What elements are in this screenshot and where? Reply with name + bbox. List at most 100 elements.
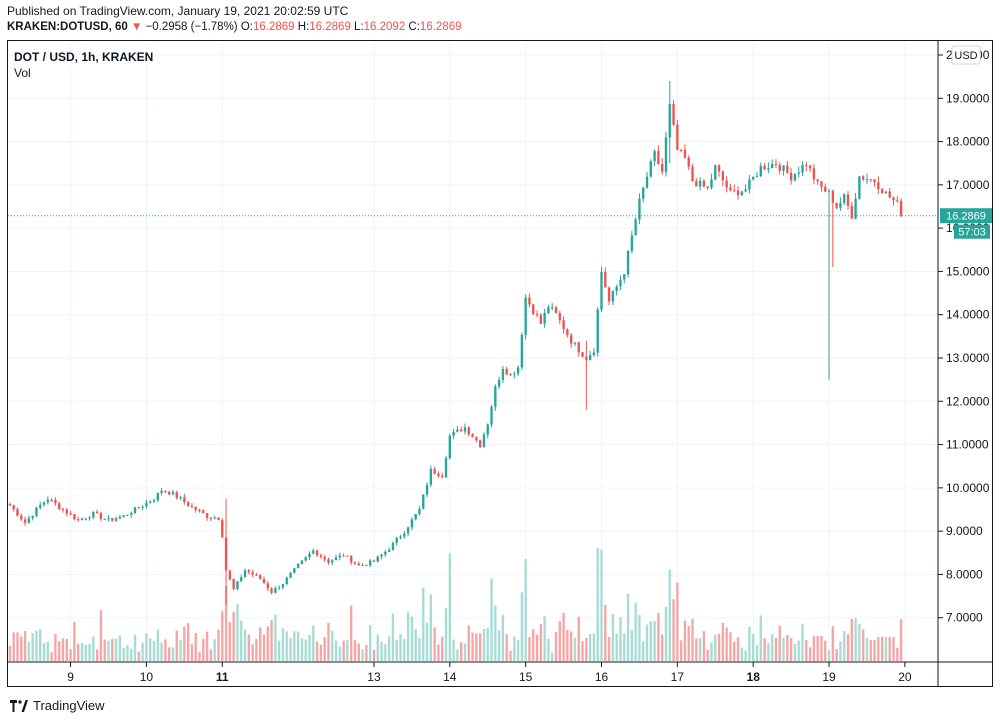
- volume-bar: [145, 633, 148, 661]
- candle-body: [880, 189, 884, 194]
- candle-body: [858, 176, 861, 199]
- volume-bar: [611, 613, 615, 661]
- candle-body: [141, 506, 144, 508]
- candle-body: [782, 165, 785, 171]
- candle-body: [501, 368, 505, 380]
- last-price-label: 16.2869: [946, 211, 986, 223]
- volume-bar: [596, 548, 599, 661]
- candle-body: [319, 555, 323, 557]
- footer-brand: TradingView: [10, 698, 105, 713]
- candle-body: [721, 171, 725, 181]
- volume-bar: [240, 620, 243, 661]
- candle-body: [642, 187, 645, 199]
- candle-body: [850, 205, 853, 219]
- volume-bar: [899, 619, 903, 661]
- candle-body: [729, 187, 732, 191]
- volume-bar: [478, 633, 482, 661]
- volume-bar: [710, 642, 713, 661]
- chart-legend: DOT / USD, 1h, KRAKEN Vol: [14, 49, 153, 81]
- volume-bar: [467, 625, 470, 661]
- volume-bar: [566, 630, 569, 661]
- candle-body: [92, 511, 95, 518]
- ohlc-line: KRAKEN:DOTUSD, 60 ▼ −0.2958 (−1.78%) O:1…: [7, 19, 462, 35]
- volume-bar: [683, 620, 687, 661]
- candle-body: [869, 179, 872, 181]
- price-tick-label: 18.0000: [946, 135, 990, 149]
- candle-body: [361, 564, 364, 566]
- candle-body: [130, 513, 133, 515]
- candle-body: [243, 570, 247, 578]
- candle-body: [725, 180, 728, 188]
- candle-body: [877, 182, 880, 190]
- candle-body: [448, 435, 451, 459]
- volume-bar: [179, 640, 182, 661]
- candle-body: [516, 367, 520, 374]
- volume-bar: [668, 569, 671, 661]
- candle-body: [452, 431, 455, 436]
- volume-bar: [516, 639, 520, 661]
- currency-button[interactable]: USD: [951, 45, 981, 65]
- volume-bar: [16, 632, 19, 661]
- candle-body: [497, 379, 501, 387]
- price-axis[interactable]: 20.000019.000018.000017.000016.000015.00…: [938, 48, 990, 625]
- candle-body: [126, 514, 129, 516]
- low-label: L:: [354, 21, 364, 33]
- candle-body: [475, 437, 478, 441]
- volume-bar: [23, 631, 27, 661]
- candle-body: [387, 550, 391, 552]
- candle-body: [27, 518, 31, 523]
- volume-bar: [168, 647, 171, 661]
- volume-bar: [892, 637, 895, 661]
- volume-bar: [687, 625, 690, 661]
- volume-bar: [368, 624, 372, 661]
- volume-bar: [319, 644, 323, 661]
- candle-body: [437, 473, 440, 476]
- volume-bar: [884, 637, 888, 661]
- candle-body: [54, 499, 57, 504]
- candle-body: [304, 557, 307, 561]
- volume-bar: [850, 618, 853, 661]
- volume-bar: [755, 644, 759, 661]
- price-tick-label: 13.0000: [946, 351, 990, 365]
- candle-body: [95, 511, 99, 514]
- volume-bar: [133, 635, 137, 661]
- candle-body: [357, 563, 360, 566]
- volume-bar: [372, 649, 376, 661]
- time-tick-label: 9: [67, 670, 74, 684]
- close-value: 16.2869: [419, 21, 462, 33]
- candle-body: [638, 198, 641, 220]
- volume-bar: [573, 637, 577, 661]
- currency-label[interactable]: USD: [954, 50, 977, 62]
- volume-bar: [149, 638, 152, 661]
- candle-body: [213, 517, 216, 519]
- volume-bar: [858, 623, 861, 661]
- volume-bar: [361, 649, 364, 661]
- time-tick-label: 17: [671, 670, 685, 684]
- candle-body: [835, 202, 838, 208]
- candle-body: [274, 587, 277, 593]
- volume-bar: [228, 622, 232, 661]
- candle-body: [592, 352, 596, 355]
- candle-body: [202, 510, 205, 514]
- time-axis[interactable]: 9 10 11 13 14 15 16 17 18 19 20: [67, 662, 912, 684]
- volume-bar: [642, 641, 645, 661]
- volume-bar: [585, 637, 588, 661]
- candle-body: [410, 519, 414, 528]
- volume-bar: [61, 638, 65, 661]
- chart-frame[interactable]: [7, 40, 993, 687]
- volume-bar: [221, 611, 224, 661]
- volume-bar: [437, 644, 440, 661]
- candle-body: [668, 104, 671, 138]
- volume-bar: [869, 640, 872, 661]
- volume-bar: [414, 629, 417, 661]
- candle-body: [391, 542, 395, 551]
- volume-bar: [865, 637, 869, 661]
- candle-body: [797, 172, 800, 174]
- volume-bar: [270, 620, 273, 661]
- volume-bar: [403, 639, 406, 661]
- chart-header: Published on TradingView.com, January 19…: [7, 3, 462, 35]
- candle-body: [429, 468, 433, 485]
- candle-body: [221, 520, 224, 538]
- price-tick-label: 14.0000: [946, 308, 990, 322]
